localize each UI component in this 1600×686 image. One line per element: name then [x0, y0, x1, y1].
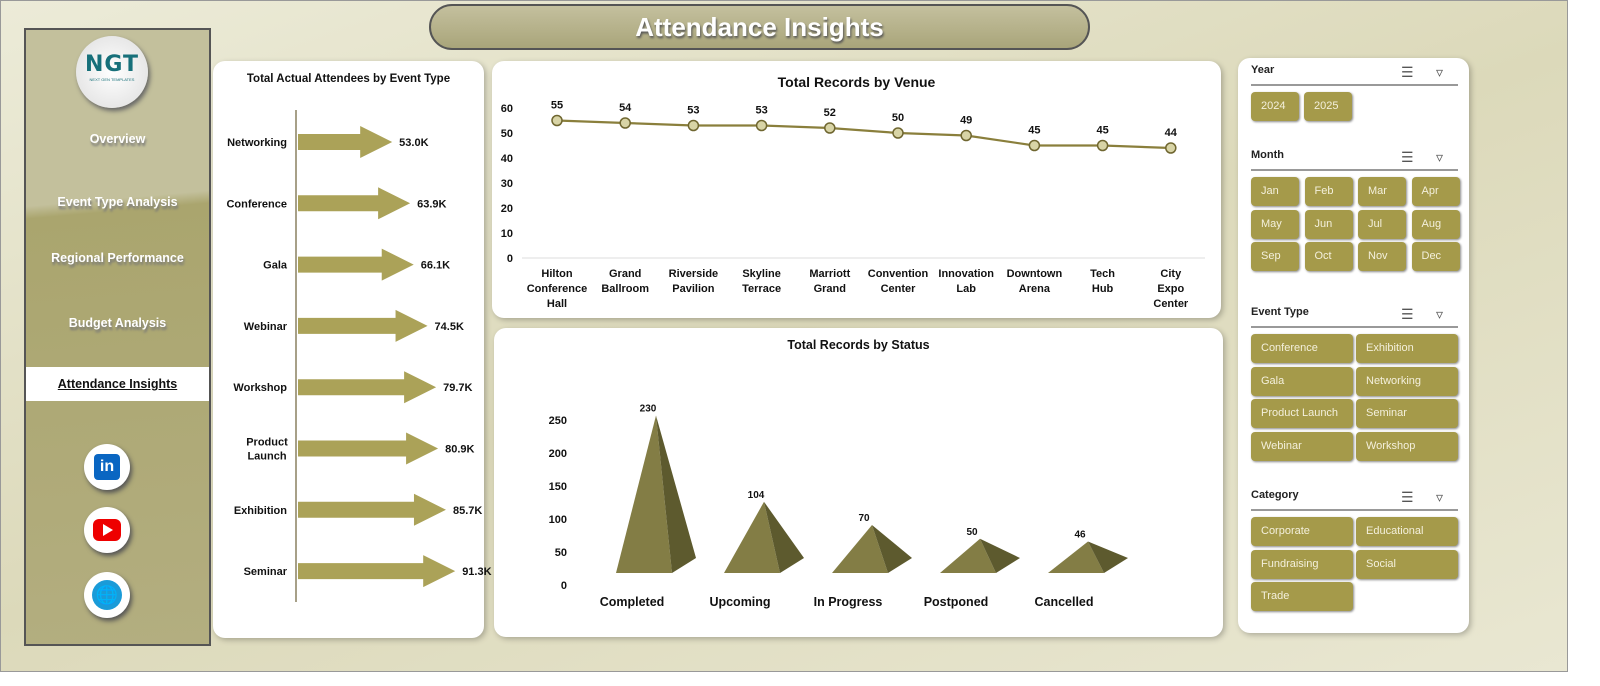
chart-title: Total Records by Venue: [777, 74, 936, 90]
slicer-item[interactable]: Jan: [1251, 177, 1299, 206]
slicer-header-category: Category ☰ ▿: [1251, 489, 1458, 511]
slicer-header-month: Month ☰ ▿: [1251, 149, 1458, 171]
slicer-title: Month: [1251, 149, 1284, 161]
attendees-by-event-type-card: Total Actual Attendees by Event Type: [213, 61, 484, 638]
multi-select-icon[interactable]: ☰: [1401, 149, 1414, 165]
slicer-item[interactable]: Fundraising: [1251, 549, 1353, 579]
slicer-item[interactable]: Feb: [1304, 177, 1353, 206]
slicer-item[interactable]: Workshop: [1356, 431, 1458, 461]
slicer-item[interactable]: Trade: [1251, 582, 1353, 611]
slicer-item[interactable]: Mar: [1358, 177, 1406, 206]
slicer-item[interactable]: Product Launch: [1251, 399, 1353, 428]
chart-title: Total Actual Attendees by Event Type: [246, 73, 451, 85]
slicer-item[interactable]: Social: [1356, 549, 1458, 579]
clear-filter-icon[interactable]: ▿: [1436, 306, 1444, 322]
logo: NGT NEXT GEN TEMPLATES: [76, 36, 148, 108]
slicer-title: Year: [1251, 64, 1275, 76]
slicer-item[interactable]: Educational: [1356, 517, 1458, 546]
page-title: Attendance Insights: [429, 4, 1090, 50]
slicer-item[interactable]: 2024: [1251, 92, 1299, 121]
slicer-item[interactable]: Oct: [1304, 242, 1353, 271]
nav-budget-analysis[interactable]: Budget Analysis: [68, 316, 167, 330]
slicer-item[interactable]: Webinar: [1251, 431, 1353, 461]
records-by-status-card: Total Records by Status: [494, 328, 1223, 637]
linkedin-icon[interactable]: in: [84, 444, 130, 490]
slicer-item[interactable]: Corporate: [1251, 517, 1353, 546]
slicer-item[interactable]: Gala: [1251, 366, 1353, 396]
slicer-header-year: Year ☰ ▿: [1251, 64, 1458, 86]
slicer-item[interactable]: Dec: [1411, 242, 1460, 271]
clear-filter-icon[interactable]: ▿: [1436, 64, 1444, 80]
slicer-item[interactable]: Aug: [1411, 209, 1460, 239]
slicer-item[interactable]: Exhibition: [1356, 334, 1458, 363]
slicer-item[interactable]: Jun: [1304, 209, 1353, 239]
logo-text: NGT: [84, 52, 140, 77]
nav-event-type-analysis[interactable]: Event Type Analysis: [57, 195, 178, 209]
slicer-panel: Year ☰ ▿ 2024 2025 Month ☰ ▿ Jan Feb Mar Apr May Jun J…: [1238, 58, 1469, 633]
dashboard: NGT NEXT GEN TEMPLATES Overview Event Ty…: [0, 0, 1568, 672]
chart-title: Total Records by Status: [787, 338, 930, 352]
slicer-header-event-type: Event Type ☰ ▿: [1251, 306, 1458, 328]
nav-attendance-insights[interactable]: Attendance Insights: [26, 367, 209, 401]
slicer-item[interactable]: Conference: [1251, 334, 1353, 363]
records-by-venue-card: Total Records by Venue: [492, 61, 1221, 318]
globe-icon[interactable]: 🌐: [84, 572, 130, 618]
slicer-item[interactable]: Nov: [1358, 242, 1406, 271]
logo-subtitle: NEXT GEN TEMPLATES: [89, 77, 135, 82]
slicer-item[interactable]: Networking: [1356, 366, 1458, 396]
nav-overview[interactable]: Overview: [89, 132, 146, 146]
youtube-icon[interactable]: [84, 507, 130, 553]
slicer-title: Category: [1251, 489, 1299, 501]
slicer-title: Event Type: [1251, 306, 1309, 318]
multi-select-icon[interactable]: ☰: [1401, 489, 1414, 505]
clear-filter-icon[interactable]: ▿: [1436, 489, 1444, 505]
clear-filter-icon[interactable]: ▿: [1436, 149, 1444, 165]
multi-select-icon[interactable]: ☰: [1401, 64, 1414, 80]
slicer-item[interactable]: May: [1251, 209, 1299, 239]
slicer-item[interactable]: Jul: [1358, 209, 1406, 239]
slicer-item[interactable]: 2025: [1304, 92, 1352, 121]
multi-select-icon[interactable]: ☰: [1401, 306, 1414, 322]
slicer-item[interactable]: Apr: [1411, 177, 1460, 206]
nav-regional-performance[interactable]: Regional Performance: [51, 251, 184, 265]
sidebar: NGT NEXT GEN TEMPLATES Overview Event Ty…: [24, 28, 211, 646]
slicer-item[interactable]: Seminar: [1356, 399, 1458, 428]
slicer-item[interactable]: Sep: [1251, 242, 1299, 271]
